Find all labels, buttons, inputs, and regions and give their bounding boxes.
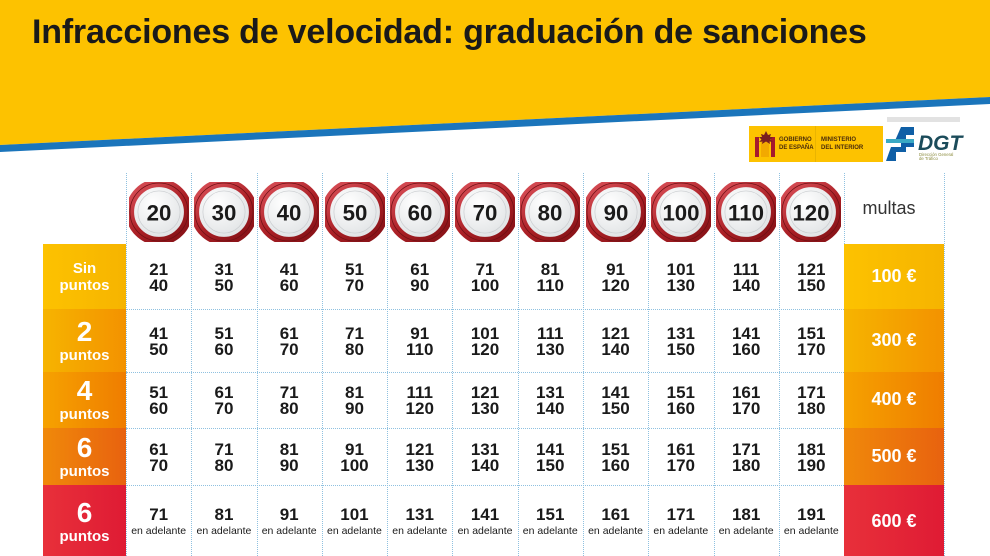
svg-text:50: 50 [342, 201, 367, 226]
svg-text:120: 120 [793, 201, 830, 226]
svg-text:40: 40 [277, 201, 302, 226]
svg-text:110: 110 [728, 201, 764, 226]
svg-text:de Tráfico: de Tráfico [919, 156, 938, 161]
svg-text:60: 60 [407, 201, 432, 226]
svg-text:20: 20 [146, 201, 171, 226]
svg-text:80: 80 [538, 201, 563, 226]
svg-text:30: 30 [212, 201, 237, 226]
svg-text:70: 70 [473, 201, 498, 226]
svg-text:100: 100 [662, 201, 699, 226]
svg-text:90: 90 [603, 201, 628, 226]
